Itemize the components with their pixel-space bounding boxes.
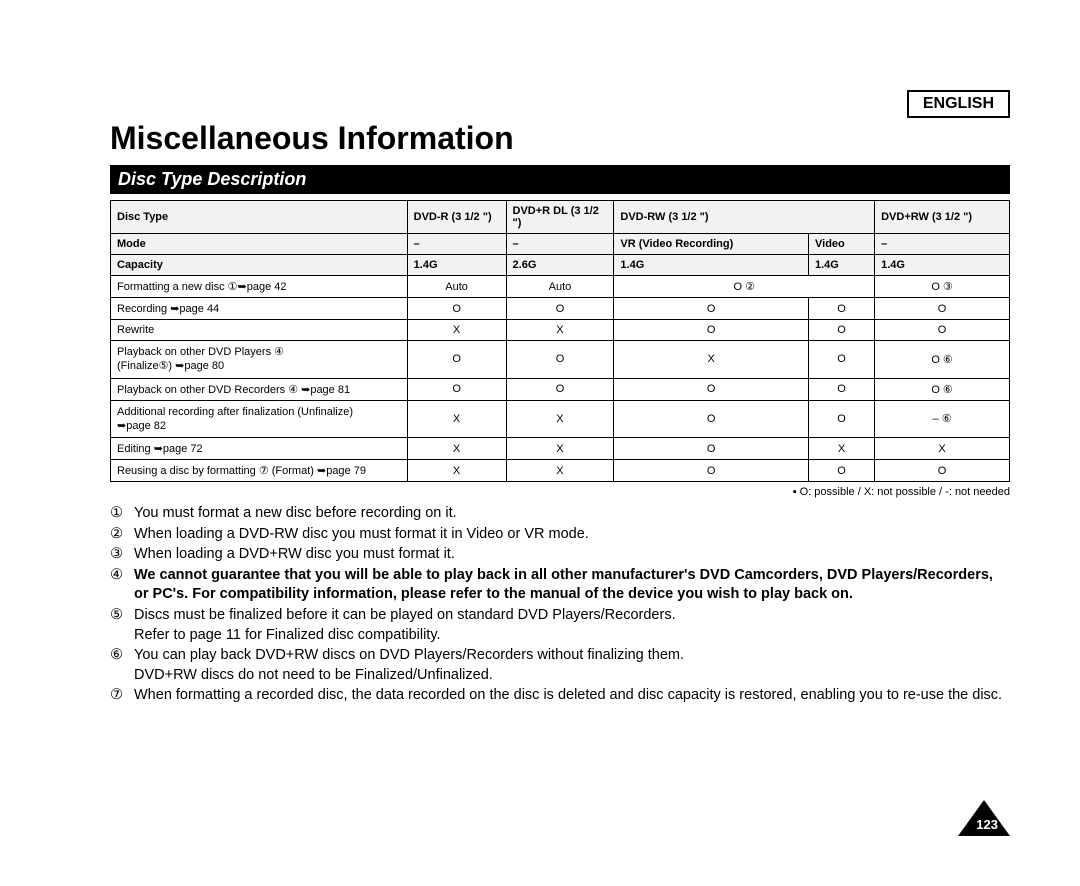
cell-value: O <box>809 320 875 341</box>
page-number: 123 <box>976 817 998 832</box>
cell-value: O <box>809 298 875 320</box>
cell-value: – <box>506 234 614 255</box>
cell-value: DVD-R (3 1/2 ") <box>407 201 506 234</box>
cell-value: X <box>809 438 875 460</box>
main-title: Miscellaneous Information <box>110 120 1010 157</box>
row-label: Reusing a disc by formatting ⑦ (Format) … <box>111 460 408 482</box>
row-label: Rewrite <box>111 320 408 341</box>
cell-value: X <box>506 460 614 482</box>
row-label: Playback on other DVD Players ④(Finalize… <box>111 341 408 379</box>
cell-value: 1.4G <box>875 255 1010 276</box>
cell-value: Video <box>809 234 875 255</box>
row-label: Capacity <box>111 255 408 276</box>
cell-value: O ② <box>614 276 875 298</box>
cell-value: X <box>614 341 809 379</box>
cell-value: X <box>506 438 614 460</box>
cell-value: – <box>407 234 506 255</box>
language-box: ENGLISH <box>907 90 1010 118</box>
section-title-bar: Disc Type Description <box>110 165 1010 194</box>
cell-value: O ③ <box>875 276 1010 298</box>
cell-value: O <box>407 298 506 320</box>
cell-value: DVD+R DL (3 1/2 ") <box>506 201 614 234</box>
cell-value: Auto <box>506 276 614 298</box>
row-label: Mode <box>111 234 408 255</box>
cell-value: O <box>614 378 809 400</box>
cell-value: 1.4G <box>809 255 875 276</box>
cell-value: O <box>614 438 809 460</box>
cell-value: X <box>875 438 1010 460</box>
note-item: ⑦When formatting a recorded disc, the da… <box>110 686 1010 706</box>
note-item: ①You must format a new disc before recor… <box>110 504 1010 524</box>
note-number: ① <box>110 504 134 524</box>
cell-value: O <box>809 400 875 438</box>
cell-value: X <box>407 460 506 482</box>
note-number: ② <box>110 525 134 545</box>
note-number: ③ <box>110 545 134 565</box>
cell-value: O ⑥ <box>875 341 1010 379</box>
note-item: ⑤Discs must be finalized before it can b… <box>110 606 1010 645</box>
note-text: You must format a new disc before record… <box>134 504 1010 524</box>
note-text: When formatting a recorded disc, the dat… <box>134 686 1010 706</box>
note-number: ⑦ <box>110 686 134 706</box>
cell-value: O <box>506 341 614 379</box>
cell-value: X <box>506 400 614 438</box>
cell-value: O <box>809 341 875 379</box>
cell-value: O <box>614 460 809 482</box>
row-label: Disc Type <box>111 201 408 234</box>
cell-value: O <box>506 378 614 400</box>
note-item: ⑥You can play back DVD+RW discs on DVD P… <box>110 646 1010 685</box>
cell-value: O ⑥ <box>875 378 1010 400</box>
cell-value: X <box>407 438 506 460</box>
note-number: ④ <box>110 566 134 605</box>
cell-value: O <box>875 298 1010 320</box>
cell-value: – ⑥ <box>875 400 1010 438</box>
cell-value: O <box>407 341 506 379</box>
cell-value: O <box>875 320 1010 341</box>
row-label: Recording ➥page 44 <box>111 298 408 320</box>
note-text: When loading a DVD+RW disc you must form… <box>134 545 1010 565</box>
row-label: Editing ➥page 72 <box>111 438 408 460</box>
cell-value: VR (Video Recording) <box>614 234 809 255</box>
disc-type-table: Disc TypeDVD-R (3 1/2 ")DVD+R DL (3 1/2 … <box>110 200 1010 482</box>
table-legend: ▪ O: possible / X: not possible / -: not… <box>110 486 1010 498</box>
note-item: ④We cannot guarantee that you will be ab… <box>110 566 1010 605</box>
note-item: ②When loading a DVD-RW disc you must for… <box>110 525 1010 545</box>
note-text: When loading a DVD-RW disc you must form… <box>134 525 1010 545</box>
note-text: You can play back DVD+RW discs on DVD Pl… <box>134 646 1010 685</box>
note-number: ⑥ <box>110 646 134 685</box>
cell-value: Auto <box>407 276 506 298</box>
cell-value: – <box>875 234 1010 255</box>
row-label: Playback on other DVD Recorders ④ ➥page … <box>111 378 408 400</box>
note-text: We cannot guarantee that you will be abl… <box>134 566 1010 605</box>
cell-value: O <box>614 400 809 438</box>
note-item: ③When loading a DVD+RW disc you must for… <box>110 545 1010 565</box>
cell-value: DVD-RW (3 1/2 ") <box>614 201 875 234</box>
cell-value: 2.6G <box>506 255 614 276</box>
cell-value: O <box>875 460 1010 482</box>
cell-value: O <box>614 298 809 320</box>
cell-value: O <box>407 378 506 400</box>
cell-value: 1.4G <box>407 255 506 276</box>
note-text: Discs must be finalized before it can be… <box>134 606 1010 645</box>
cell-value: X <box>407 400 506 438</box>
note-number: ⑤ <box>110 606 134 645</box>
cell-value: O <box>809 378 875 400</box>
row-label: Formatting a new disc ①➥page 42 <box>111 276 408 298</box>
cell-value: X <box>506 320 614 341</box>
cell-value: O <box>614 320 809 341</box>
cell-value: X <box>407 320 506 341</box>
cell-value: 1.4G <box>614 255 809 276</box>
cell-value: O <box>506 298 614 320</box>
cell-value: DVD+RW (3 1/2 ") <box>875 201 1010 234</box>
notes-list: ①You must format a new disc before recor… <box>110 504 1010 706</box>
cell-value: O <box>809 460 875 482</box>
row-label: Additional recording after finalization … <box>111 400 408 438</box>
